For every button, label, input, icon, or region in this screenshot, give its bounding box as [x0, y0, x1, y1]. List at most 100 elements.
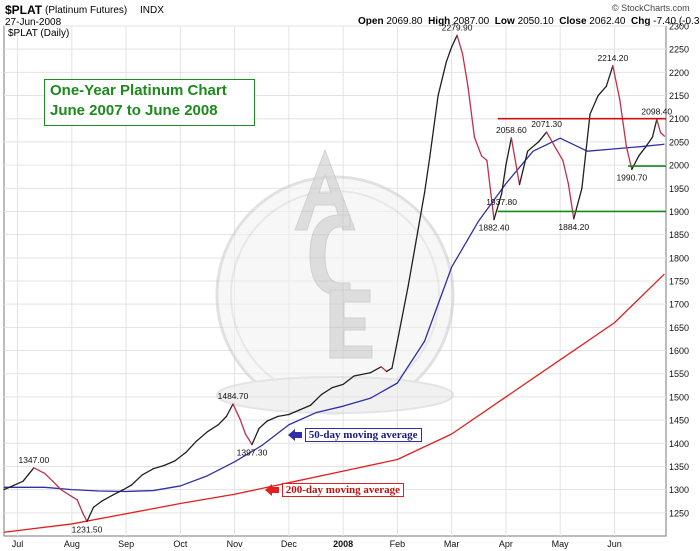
- ma50-line: [4, 137, 665, 493]
- x-tick-label: Jul: [12, 539, 24, 549]
- low-label: Low: [494, 16, 515, 27]
- annotation-line-2: June 2007 to June 2008: [50, 102, 218, 119]
- price-segment: [331, 383, 344, 389]
- data-label: 2279.90: [442, 22, 473, 32]
- x-tick-label: May: [552, 539, 570, 549]
- ma200-label: 200-day moving average: [265, 483, 405, 497]
- x-tick-label: Oct: [173, 539, 188, 549]
- price-segment: [206, 424, 219, 433]
- left-arrow-icon: [265, 484, 279, 497]
- price-segment: [60, 488, 73, 498]
- y-tick-label: 1700: [669, 300, 689, 310]
- y-tick-label: 2050: [669, 137, 689, 147]
- data-label: 1347.00: [18, 455, 49, 465]
- price-segment: [423, 155, 431, 194]
- y-tick-label: 1500: [669, 392, 689, 402]
- price-segment: [467, 85, 476, 138]
- chg-value: -7.40 (-0.36%): [653, 16, 700, 27]
- price-segment: [518, 150, 529, 186]
- ma50-label: 50-day moving average: [288, 428, 422, 442]
- y-tick-label: 2150: [669, 91, 689, 101]
- y-tick-label: 1300: [669, 485, 689, 495]
- price-segment: [605, 65, 614, 87]
- price-segment: [101, 494, 114, 502]
- ma200-line: [3, 273, 665, 533]
- price-segment: [239, 418, 247, 435]
- price-segment: [573, 187, 583, 220]
- data-label: 1990.70: [616, 172, 647, 182]
- price-segment: [277, 413, 290, 418]
- price-segment: [195, 431, 209, 442]
- series-label: $PLAT (Daily): [8, 28, 70, 39]
- y-tick-label: 1850: [669, 230, 689, 240]
- ma200-layer: [3, 273, 665, 533]
- close-value: 2062.40: [589, 16, 626, 27]
- x-tick-label: Feb: [390, 539, 406, 549]
- y-axis: 1250 1300 1350 1400 1450 1500 1550 1600 1650 1700…: [669, 22, 689, 519]
- price-segment: [288, 409, 301, 416]
- price-segment: [122, 484, 133, 491]
- y-tick-label: 2200: [669, 68, 689, 78]
- price-segment: [638, 145, 647, 157]
- price-segment: [33, 467, 46, 475]
- header-name: (Platinum Futures): [45, 5, 128, 16]
- price-segment: [71, 495, 78, 501]
- x-tick-label: Dec: [281, 539, 298, 549]
- price-segment: [130, 474, 144, 486]
- data-label: 1484.70: [218, 391, 249, 401]
- y-tick-label: 1550: [669, 369, 689, 379]
- data-label: 1882.40: [479, 223, 510, 233]
- price-segment: [415, 192, 426, 240]
- data-label: 1231.50: [72, 524, 103, 534]
- ma50-layer: [4, 137, 665, 493]
- price-segment: [480, 155, 488, 162]
- price-segment: [299, 404, 312, 411]
- price-segment: [631, 155, 640, 171]
- price-segment: [486, 159, 495, 221]
- price-segment: [266, 415, 279, 422]
- price-segment: [429, 94, 439, 157]
- chg-label: Chg: [631, 16, 651, 27]
- y-tick-label: 1750: [669, 277, 689, 287]
- price-segment: [92, 500, 103, 508]
- price-segment: [3, 480, 24, 491]
- header-exchange: INDX: [140, 5, 164, 16]
- price-segment: [500, 164, 507, 195]
- price-segment: [651, 118, 658, 138]
- price-segment: [537, 131, 548, 143]
- price-segment: [554, 145, 564, 162]
- y-tick-label: 1600: [669, 346, 689, 356]
- ace-coin-watermark: [215, 148, 455, 415]
- ma200-label-text: 200-day moving average: [281, 483, 405, 497]
- data-label: 2071.30: [531, 119, 562, 129]
- data-label: 2058.60: [496, 125, 527, 135]
- price-segment: [461, 53, 469, 87]
- annotation-box: One-Year Platinum Chart June 2007 to Jun…: [44, 79, 255, 126]
- price-segment: [152, 464, 165, 470]
- data-label: 2214.20: [597, 53, 628, 63]
- open-value: 2069.80: [386, 16, 423, 27]
- price-segment: [456, 34, 464, 55]
- data-label: 1397.30: [237, 448, 268, 458]
- price-segment: [82, 512, 88, 523]
- price-segment: [309, 393, 323, 406]
- price-segment: [445, 46, 453, 63]
- price-segment: [244, 433, 253, 446]
- x-axis: Jul Aug Sep Oct Nov Dec 2008 Feb Mar Apr May Jun: [12, 539, 622, 549]
- annotation-line-1: One-Year Platinum Chart: [50, 82, 227, 99]
- price-segment: [396, 284, 409, 342]
- price-layer: [3, 34, 666, 523]
- price-segment: [612, 65, 621, 101]
- price-segment: [659, 131, 666, 137]
- price-segment: [581, 113, 591, 189]
- price-segment: [185, 440, 198, 454]
- left-arrow-icon: [288, 429, 302, 442]
- high-label: High: [428, 16, 451, 27]
- y-tick-label: 1250: [669, 508, 689, 518]
- y-tick-label: 1950: [669, 184, 689, 194]
- price-segment: [225, 403, 234, 418]
- data-label-layer: 1347.00 1231.50 1484.70 1397.30 2279.90 1882.…: [18, 22, 672, 534]
- price-segment: [52, 480, 62, 491]
- price-segment: [385, 367, 393, 373]
- price-segment: [353, 372, 371, 377]
